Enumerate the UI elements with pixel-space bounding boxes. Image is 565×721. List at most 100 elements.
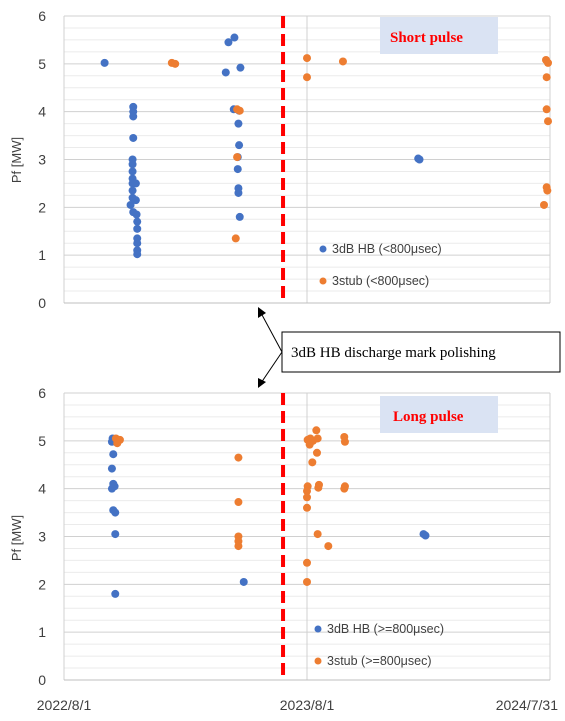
short-pulse-point-3db-hb — [230, 33, 239, 42]
short-pulse-y-tick-label: 2 — [38, 199, 46, 215]
long-pulse-point-3stub — [313, 530, 322, 539]
long-pulse-y-tick-label: 6 — [38, 385, 46, 401]
short-pulse-point-3db-hb — [224, 38, 233, 47]
short-pulse-legend-marker-hb — [319, 245, 327, 253]
short-pulse-point-3stub — [543, 186, 552, 195]
short-pulse-point-3db-hb — [126, 200, 135, 209]
long-pulse-point-3db-hb — [109, 450, 118, 459]
long-pulse-point-3db-hb — [421, 531, 430, 540]
short-pulse-point-3db-hb — [131, 196, 140, 205]
short-pulse-point-3stub — [544, 117, 553, 126]
long-pulse-point-3db-hb — [111, 508, 120, 517]
long-pulse-label-box — [380, 396, 498, 433]
long-pulse-point-3db-hb — [107, 484, 116, 493]
long-pulse-y-ticks: 0 1 2 3 4 5 6 — [38, 385, 46, 688]
short-pulse-point-3stub — [542, 105, 551, 114]
short-pulse-y-tick-label: 1 — [38, 247, 46, 263]
short-pulse-legend-label-hb: 3dB HB (<800μsec) — [332, 242, 442, 256]
short-pulse-y-axis-label: Pf [MW] — [9, 137, 24, 183]
short-pulse-point-3db-hb — [234, 188, 243, 197]
short-pulse-point-3db-hb — [133, 217, 142, 226]
short-pulse-point-3db-hb — [234, 119, 243, 128]
long-pulse-point-3db-hb — [107, 464, 116, 473]
annotation-arrowhead-down — [258, 378, 266, 388]
long-pulse-point-3stub — [303, 503, 311, 512]
short-pulse-point-3db-hb — [235, 141, 244, 150]
long-pulse-point-3stub — [340, 437, 349, 446]
short-pulse-point-3stub — [540, 200, 549, 209]
long-pulse-legend: 3dB HB (>=800μsec) 3stub (>=800μsec) — [314, 622, 444, 668]
annotation: 3dB HB discharge mark polishing — [258, 307, 561, 388]
short-pulse-legend-label-stub: 3stub (<800μsec) — [332, 274, 429, 288]
short-pulse-legend: 3dB HB (<800μsec) 3stub (<800μsec) — [319, 242, 442, 288]
short-pulse-point-3db-hb — [133, 250, 142, 259]
short-pulse-point-3db-hb — [128, 160, 137, 169]
long-pulse-x-tick-label: 2024/7/31 — [496, 697, 558, 713]
short-pulse-y-tick-label: 3 — [38, 152, 46, 168]
long-pulse-y-tick-label: 0 — [38, 672, 46, 688]
long-pulse-point-3db-hb — [111, 589, 120, 598]
short-pulse-point-3stub — [231, 234, 240, 243]
short-pulse-y-tick-label: 0 — [38, 295, 46, 311]
long-pulse-point-3stub — [113, 439, 122, 448]
short-pulse-point-3db-hb — [129, 112, 138, 121]
annotation-arrow-up — [260, 312, 283, 353]
long-pulse-point-3stub — [312, 448, 321, 457]
short-pulse-point-3db-hb — [128, 167, 137, 176]
long-pulse-point-3stub — [234, 498, 243, 507]
short-pulse-y-tick-label: 5 — [38, 56, 46, 72]
short-pulse-point-3stub — [171, 59, 180, 68]
long-pulse-x-ticks: 2022/8/1 2023/8/1 2024/7/31 — [37, 697, 558, 713]
long-pulse-point-3stub — [314, 480, 323, 489]
short-pulse-point-3stub — [338, 57, 347, 66]
short-pulse-point-3stub — [544, 58, 553, 67]
long-pulse-x-tick-label: 2022/8/1 — [37, 697, 92, 713]
short-pulse-y-ticks: 0 1 2 3 4 5 6 — [38, 8, 46, 311]
long-pulse-point-3stub — [313, 434, 322, 443]
short-pulse-point-3db-hb — [133, 224, 142, 233]
long-pulse-y-tick-label: 5 — [38, 433, 46, 449]
long-pulse-point-3stub — [312, 426, 321, 435]
long-pulse-point-3stub — [234, 542, 243, 551]
long-pulse-legend-label-hb: 3dB HB (>=800μsec) — [327, 622, 444, 636]
annotation-arrow-down — [260, 351, 283, 384]
short-pulse-point-3db-hb — [235, 212, 244, 221]
long-pulse-legend-marker-stub — [314, 657, 322, 665]
long-pulse-point-3stub — [234, 453, 243, 462]
short-pulse-point-3db-hb — [233, 165, 242, 174]
short-pulse-label-box — [380, 17, 498, 54]
long-pulse-legend-marker-hb — [314, 625, 322, 633]
short-pulse-y-tick-label: 6 — [38, 8, 46, 24]
long-pulse-point-3db-hb — [111, 530, 120, 539]
short-pulse-point-3stub — [303, 54, 311, 63]
annotation-text: 3dB HB discharge mark polishing — [291, 345, 496, 361]
long-pulse-chart: 0 1 2 3 4 5 6 2022/8/1 2023/8/1 2024/7/31 Pf [MW… — [9, 385, 558, 713]
annotation-arrowhead-up — [258, 307, 266, 318]
long-pulse-point-3stub — [303, 487, 311, 496]
short-pulse-point-3db-hb — [133, 239, 142, 248]
short-pulse-legend-marker-stub — [319, 277, 327, 285]
long-pulse-point-3stub — [303, 577, 311, 586]
short-pulse-point-3db-hb — [131, 179, 140, 188]
long-pulse-y-tick-label: 4 — [38, 481, 46, 497]
short-pulse-points — [100, 33, 553, 259]
long-pulse-y-tick-label: 1 — [38, 624, 46, 640]
long-pulse-y-axis-label: Pf [MW] — [9, 515, 24, 561]
short-pulse-point-3db-hb — [221, 68, 230, 77]
short-pulse-point-3db-hb — [415, 155, 424, 164]
short-pulse-point-3stub — [542, 73, 551, 82]
long-pulse-x-tick-label: 2023/8/1 — [280, 697, 335, 713]
long-pulse-legend-label-stub: 3stub (>=800μsec) — [327, 654, 432, 668]
short-pulse-point-3db-hb — [100, 58, 109, 67]
long-pulse-label: Long pulse — [393, 409, 464, 425]
short-pulse-point-3stub — [303, 73, 311, 82]
short-pulse-point-3stub — [233, 153, 242, 162]
short-pulse-point-3db-hb — [128, 186, 137, 195]
long-pulse-y-tick-label: 3 — [38, 529, 46, 545]
short-pulse-label: Short pulse — [390, 30, 463, 46]
long-pulse-point-3stub — [303, 493, 311, 502]
short-pulse-point-3db-hb — [236, 63, 245, 72]
long-pulse-points — [107, 426, 430, 598]
long-pulse-y-tick-label: 2 — [38, 576, 46, 592]
